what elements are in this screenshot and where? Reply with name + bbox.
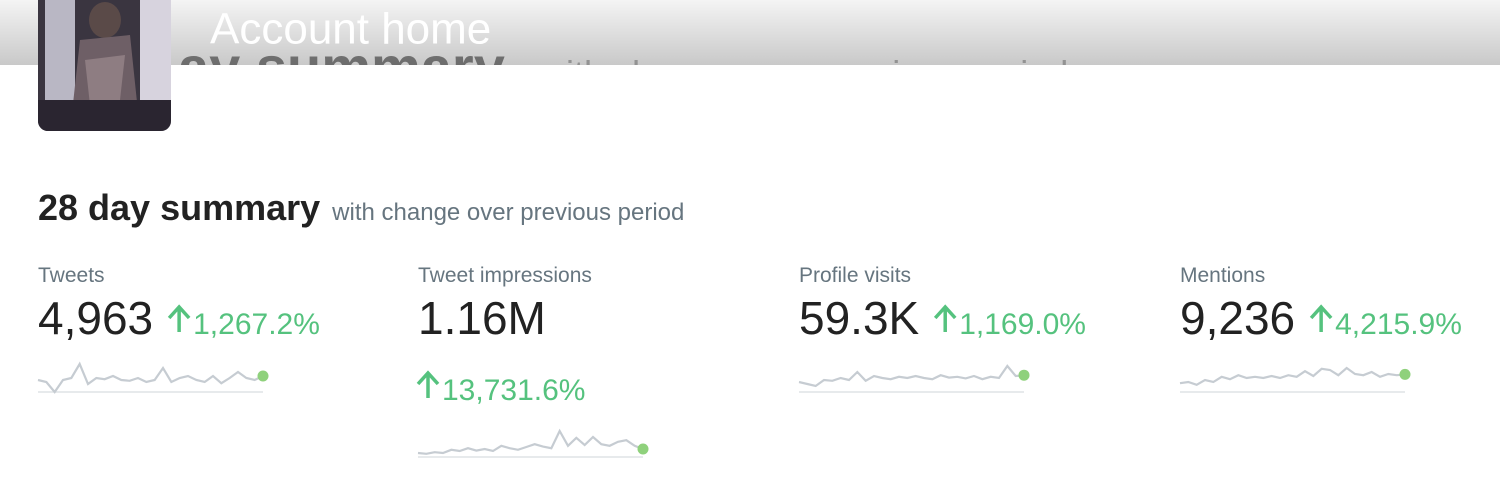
up-arrow (933, 304, 957, 332)
metric-value: 59.3K (799, 292, 920, 344)
ghost-subtitle: with change over previous period (539, 53, 1068, 94)
sparkline-end-dot (637, 443, 649, 455)
sparkline-end-dot (1018, 369, 1030, 381)
metric-label: Mentions (1180, 264, 1265, 287)
metric-change: 1,267.2% (193, 308, 320, 341)
metric-value: 9,236 (1180, 292, 1295, 344)
up-arrow (1309, 304, 1333, 332)
sparkline-end-dot (1399, 368, 1411, 380)
page-title: Account home (210, 5, 491, 54)
metric-change: 1,169.0% (959, 308, 1086, 341)
avatar[interactable] (38, 0, 171, 131)
metric-label: Tweets (38, 264, 105, 287)
metric-change: 4,215.9% (1335, 308, 1462, 341)
sparkline (1179, 366, 1406, 387)
header-bar (0, 0, 1500, 65)
up-arrow (167, 304, 191, 332)
ghost-heading: ay summary with change over previous per… (178, 35, 1068, 98)
sparkline-end-dot (257, 370, 269, 382)
sparkline (37, 361, 264, 394)
metric-label: Tweet impressions (418, 264, 592, 287)
summary-title: 28 day summary (38, 187, 320, 228)
up-arrow (416, 370, 440, 398)
metric-label: Profile visits (799, 264, 911, 287)
sparkline (798, 364, 1025, 388)
ghost-title: ay summary (178, 35, 505, 98)
sparkline (417, 428, 644, 455)
metric-value: 1.16M (418, 292, 546, 344)
summary-subtitle: with change over previous period (331, 199, 684, 226)
metric-value: 4,963 (38, 292, 153, 344)
metric-change: 13,731.6% (442, 374, 585, 407)
